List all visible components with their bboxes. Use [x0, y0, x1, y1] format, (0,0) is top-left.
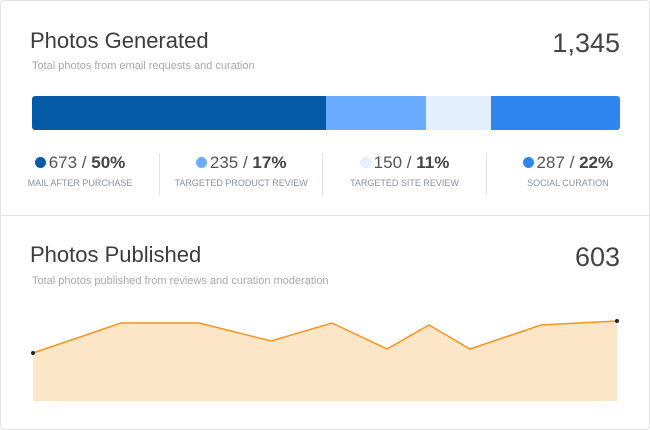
generated-title: Photos Generated	[30, 28, 209, 53]
sparkline-point	[615, 319, 619, 323]
legend-count: 673	[48, 153, 78, 172]
legend-label: Targeted site review	[350, 178, 459, 188]
published-title: Photos Published	[30, 242, 202, 267]
generated-legend: 673 / 50% Mail after purchase 235 / 17% Tar…	[1, 153, 649, 195]
legend-dot-icon	[522, 157, 534, 168]
legend-percent: 22%	[579, 153, 614, 172]
bar-segment[interactable]	[32, 96, 326, 130]
legend-count: 150	[373, 153, 403, 172]
published-total: 603	[574, 242, 620, 272]
legend-label: Mail after purchase	[27, 178, 133, 188]
legend-label: Targeted product review	[174, 178, 308, 188]
generated-total: 1,345	[552, 28, 620, 58]
legend-count: 235	[209, 153, 239, 172]
legend-dot-icon	[359, 157, 371, 168]
sparkline-line	[32, 320, 618, 354]
legend-item: 673 / 50% Mail after purchase	[1, 153, 160, 195]
generated-subtitle: Total photos from email requests and cur…	[32, 60, 255, 72]
sparkline-area	[33, 321, 617, 401]
legend-count: 287	[536, 153, 565, 172]
divider	[1, 215, 649, 216]
legend-percent: 50%	[91, 153, 126, 172]
bar-segment[interactable]	[425, 96, 491, 130]
legend-dot-icon	[195, 157, 207, 168]
bar-segment[interactable]	[326, 96, 426, 130]
bar-segment[interactable]	[490, 96, 620, 130]
legend-label: Social curation	[527, 178, 609, 188]
legend-percent: 11%	[416, 153, 450, 172]
legend-item: 287 / 22% Social curation	[487, 153, 649, 195]
legend-percent: 17%	[252, 153, 287, 172]
legend-dot-icon	[34, 157, 46, 168]
legend-item: 235 / 17% Targeted product review	[160, 153, 324, 195]
generated-stacked-bar	[32, 96, 620, 130]
sparkline-point	[31, 351, 35, 355]
published-subtitle: Total photos published from reviews and …	[32, 275, 329, 287]
legend-item: 150 / 11% Targeted site review	[323, 153, 487, 195]
